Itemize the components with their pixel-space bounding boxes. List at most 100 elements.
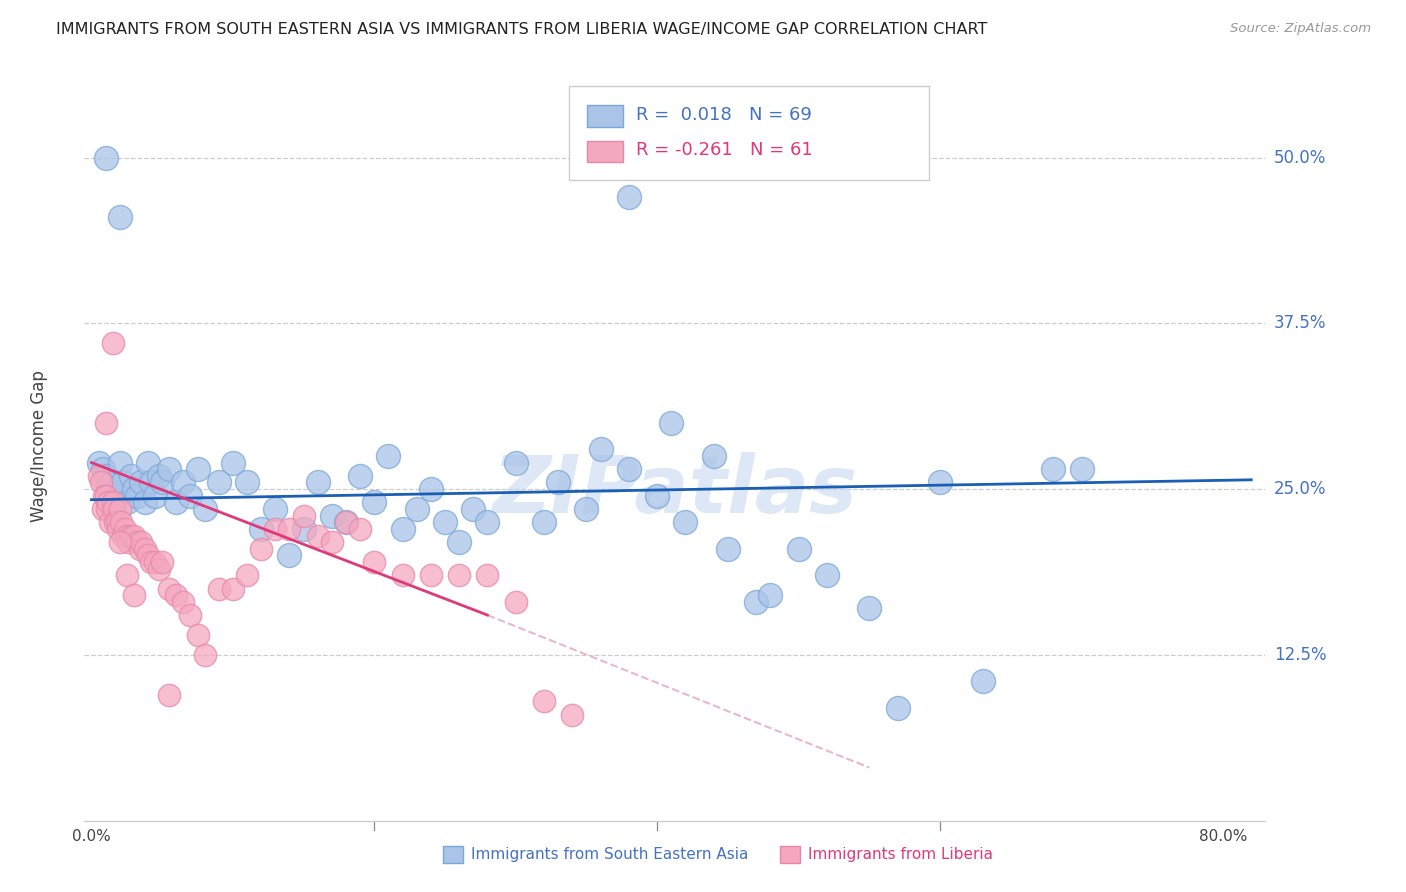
Point	[717, 541, 740, 556]
Point	[815, 568, 838, 582]
Point	[349, 522, 371, 536]
Point	[129, 535, 152, 549]
Point	[101, 336, 124, 351]
Point	[1070, 462, 1092, 476]
Point	[157, 688, 180, 702]
Point	[787, 541, 810, 556]
Point	[157, 462, 180, 476]
Point	[108, 502, 131, 516]
Point	[1042, 462, 1064, 476]
Point	[120, 528, 142, 542]
Point	[125, 489, 148, 503]
Point	[222, 456, 245, 470]
Point	[419, 568, 441, 582]
Text: 50.0%: 50.0%	[1274, 149, 1326, 167]
Text: Immigrants from Liberia: Immigrants from Liberia	[808, 847, 994, 862]
Point	[87, 468, 110, 483]
Point	[886, 701, 908, 715]
Point	[90, 475, 112, 490]
Point	[278, 522, 301, 536]
Point	[93, 489, 115, 503]
Point	[157, 582, 180, 596]
Point	[972, 674, 994, 689]
Point	[111, 475, 134, 490]
Point	[134, 541, 156, 556]
Point	[179, 489, 201, 503]
Point	[759, 588, 782, 602]
Point	[139, 475, 162, 490]
Point	[208, 582, 231, 596]
Point	[148, 562, 170, 576]
Point	[321, 508, 343, 523]
Point	[505, 595, 527, 609]
Point	[236, 475, 259, 490]
Point	[96, 502, 118, 516]
Point	[97, 482, 120, 496]
Point	[250, 541, 273, 556]
Point	[377, 449, 399, 463]
Point	[94, 416, 117, 430]
Point	[363, 495, 385, 509]
FancyBboxPatch shape	[588, 105, 623, 127]
Text: Source: ZipAtlas.com: Source: ZipAtlas.com	[1230, 22, 1371, 36]
Point	[307, 475, 329, 490]
Point	[505, 456, 527, 470]
Point	[363, 555, 385, 569]
Point	[391, 568, 413, 582]
Point	[165, 588, 187, 602]
Point	[117, 535, 139, 549]
Point	[110, 515, 132, 529]
Point	[122, 528, 145, 542]
Point	[419, 482, 441, 496]
Point	[115, 568, 138, 582]
Point	[115, 528, 138, 542]
Point	[194, 648, 217, 662]
Point	[533, 694, 555, 708]
Point	[104, 515, 127, 529]
Point	[179, 608, 201, 623]
Point	[129, 475, 152, 490]
Point	[236, 568, 259, 582]
Point	[858, 601, 880, 615]
Point	[122, 588, 145, 602]
Point	[292, 508, 315, 523]
Point	[128, 541, 150, 556]
Point	[172, 475, 194, 490]
Point	[108, 535, 131, 549]
Point	[125, 535, 148, 549]
Point	[139, 555, 162, 569]
FancyBboxPatch shape	[588, 141, 623, 162]
Point	[745, 595, 768, 609]
Point	[143, 555, 166, 569]
Point	[94, 489, 117, 503]
Point	[208, 475, 231, 490]
Point	[94, 151, 117, 165]
Point	[136, 549, 159, 563]
Point	[533, 515, 555, 529]
Point	[561, 707, 583, 722]
Point	[108, 456, 131, 470]
Point	[703, 449, 725, 463]
Point	[321, 535, 343, 549]
Point	[150, 475, 173, 490]
Point	[617, 190, 640, 204]
Point	[250, 522, 273, 536]
Point	[434, 515, 457, 529]
Text: R =  0.018   N = 69: R = 0.018 N = 69	[636, 106, 811, 124]
Point	[292, 522, 315, 536]
Point	[115, 495, 138, 509]
Text: 37.5%: 37.5%	[1274, 314, 1326, 333]
Point	[114, 522, 136, 536]
Point	[477, 568, 499, 582]
Point	[122, 482, 145, 496]
Text: Wage/Income Gap: Wage/Income Gap	[31, 370, 48, 522]
Point	[101, 475, 124, 490]
Point	[547, 475, 569, 490]
Point	[186, 462, 208, 476]
Point	[87, 456, 110, 470]
Point	[929, 475, 952, 490]
Point	[264, 502, 287, 516]
Point	[94, 468, 117, 483]
Point	[148, 468, 170, 483]
Point	[659, 416, 682, 430]
